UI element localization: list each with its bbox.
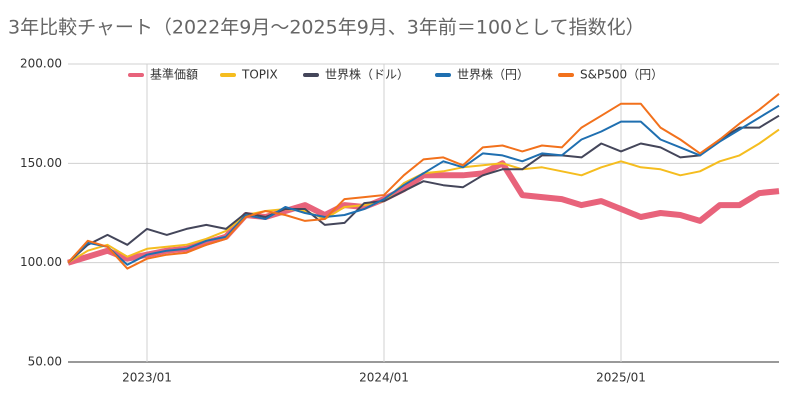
series-line xyxy=(67,104,780,266)
legend-label: 基準価額 xyxy=(150,67,198,82)
legend-label: 世界株（円） xyxy=(457,67,529,82)
series-line xyxy=(67,93,780,270)
y-tick-label: 150.00 xyxy=(20,156,62,170)
y-tick-label: 100.00 xyxy=(20,255,62,269)
legend-label: TOPIX xyxy=(241,68,278,82)
y-tick-label: 200.00 xyxy=(20,57,62,71)
x-tick-label: 2025/01 xyxy=(596,371,646,385)
chart-title: 3年比較チャート（2022年9月〜2025年9月、3年前＝100として指数化） xyxy=(8,17,645,39)
legend-label: 世界株（ドル） xyxy=(325,67,409,82)
legend-label: S&P500（円） xyxy=(580,68,663,82)
series-line xyxy=(67,114,780,264)
x-tick-label: 2023/01 xyxy=(122,371,172,385)
x-tick-label: 2024/01 xyxy=(359,371,409,385)
y-tick-label: 50.00 xyxy=(28,355,62,369)
